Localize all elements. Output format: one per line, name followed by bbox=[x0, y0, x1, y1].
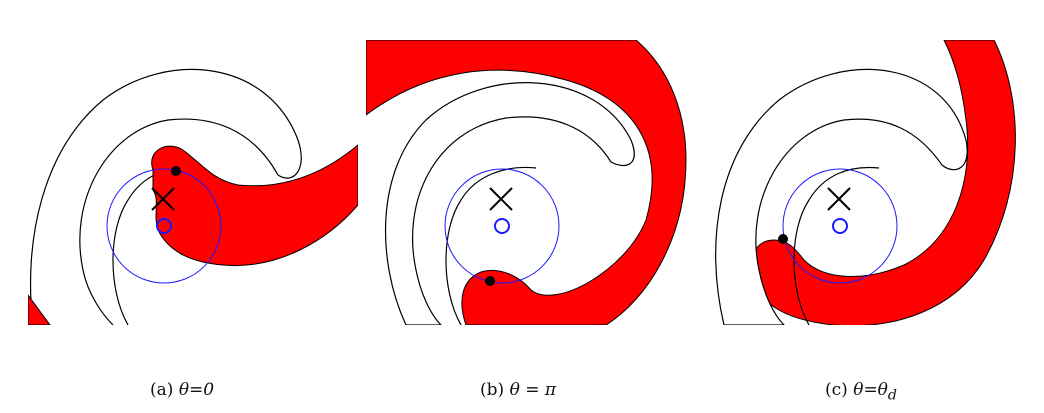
fixed-scroll-wall bbox=[384, 82, 635, 325]
contact-point bbox=[171, 166, 181, 176]
contact-point bbox=[778, 234, 788, 244]
caption-tag: (b) bbox=[480, 380, 505, 400]
caption-c: (c) θ=θd bbox=[825, 380, 897, 403]
crank-center-marker bbox=[832, 218, 848, 234]
fixed-scroll-inner bbox=[793, 166, 880, 325]
orbiting-scroll bbox=[366, 40, 687, 325]
orbiting-scroll bbox=[751, 40, 1016, 325]
caption-tag: (a) bbox=[150, 380, 174, 400]
caption-b: (b) θ = π bbox=[480, 380, 556, 400]
contact-point bbox=[485, 276, 495, 286]
caption-math: θ=0 bbox=[178, 380, 215, 400]
cross-marker bbox=[489, 187, 513, 211]
crank-center-marker bbox=[156, 218, 172, 234]
fixed-scroll-wall bbox=[30, 68, 302, 325]
orbit-circle bbox=[106, 168, 222, 284]
caption-a: (a) θ=0 bbox=[150, 380, 214, 400]
panel-a bbox=[28, 68, 358, 325]
fixed-scroll-wall bbox=[715, 68, 968, 325]
orbiting-scroll bbox=[151, 144, 358, 267]
orbiting-scroll-tail bbox=[28, 294, 51, 325]
caption-math-sub: d bbox=[887, 387, 897, 404]
panel-b bbox=[366, 40, 687, 325]
orbit-circle bbox=[444, 168, 560, 284]
caption-tag: (c) bbox=[825, 380, 848, 400]
panel-c bbox=[715, 40, 1016, 325]
cross-marker bbox=[151, 187, 175, 211]
orbit-circle bbox=[782, 168, 898, 284]
crank-center-marker bbox=[494, 218, 510, 234]
caption-math: θ=θd bbox=[853, 380, 897, 404]
cross-marker bbox=[827, 187, 851, 211]
caption-math: θ = π bbox=[509, 380, 557, 400]
caption-math-base: θ=θ bbox=[853, 380, 888, 400]
